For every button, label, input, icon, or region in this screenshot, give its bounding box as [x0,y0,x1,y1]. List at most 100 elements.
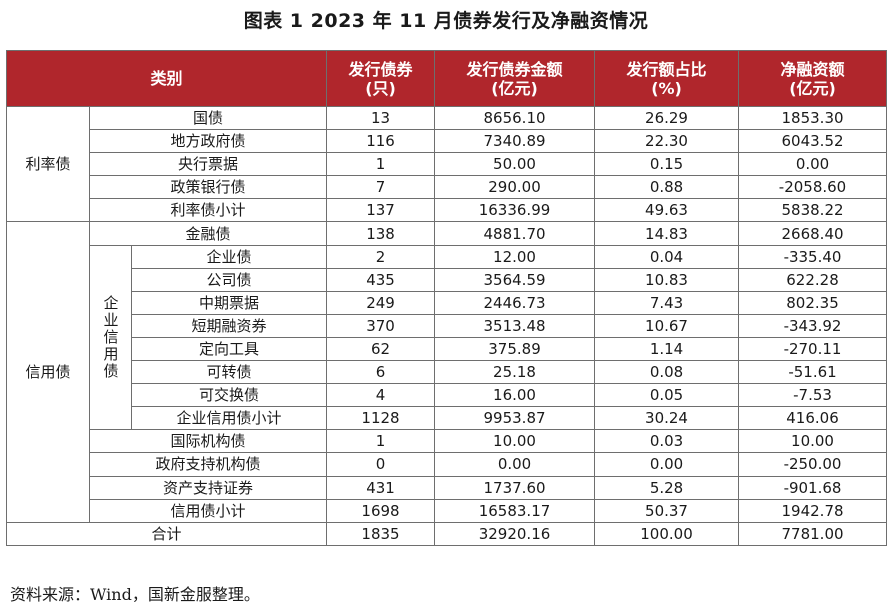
cell-share: 14.83 [594,221,740,246]
cell-share: 0.05 [594,383,740,408]
cell-count: 1 [326,429,436,454]
cell-net: 2668.40 [738,221,888,246]
cell-share: 0.15 [594,152,740,177]
header-share: 发行额占比 (%) [594,50,740,107]
table-row: 信用债 金融债 138 4881.70 14.83 2668.40 [6,221,888,523]
table-row: 政策银行债 7 290.00 0.88 -2058.60 [7,175,888,200]
table-row: 定向工具 62 375.89 1.14 -270.11 [7,336,888,362]
header-row: 类别 发行债券 (只) 发行债券金额 (亿元) 发行额占比 (%) 净融资额 (亿元) [5,50,888,107]
cell-share: 7.43 [594,290,740,315]
cell-net: 10.00 [738,429,888,454]
cell-amount: 32920.16 [434,521,596,546]
row-name: 国际机构债 [88,429,328,454]
cell-count: 116 [326,129,436,154]
table-title: 图表 1 2023 年 11 月债券发行及净融资情况 [243,10,649,32]
cell-share: 0.04 [594,244,740,269]
cell-count: 13 [326,105,436,131]
cell-share: 0.08 [594,360,740,385]
table-row: 地方政府债 116 7340.89 22.30 6043.52 [7,129,888,154]
cell-amount: 3564.59 [434,267,596,292]
table-row: 资产支持证券 431 1737.60 5.28 -901.68 [7,475,888,500]
cell-net: 416.06 [738,406,888,431]
table-row: 企业信用债 企业债 2 12.00 0.04 -335.40 [7,244,888,431]
row-name: 央行票据 [88,152,328,177]
cell-net: -7.53 [738,383,888,408]
source-note: 资料来源：Wind，国新金服整理。 [10,585,260,604]
cell-net: 5838.22 [738,198,888,223]
row-name: 资产支持证券 [88,475,328,500]
cell-share: 5.28 [594,475,740,500]
table-row: 央行票据 1 50.00 0.15 0.00 [7,152,888,177]
cell-count: 4 [326,383,436,408]
table-row: 可交换债 4 16.00 0.05 -7.53 [7,383,888,408]
header-amount: 发行债券金额 (亿元) [434,50,596,107]
row-name: 地方政府债 [88,129,328,154]
group-label-credit: 信用债 [6,221,90,523]
cell-net: 6043.52 [738,129,888,154]
cell-net: 1942.78 [738,498,888,523]
table-row: 短期融资券 370 3513.48 10.67 -343.92 [7,313,888,338]
cell-count: 62 [326,336,436,362]
cell-share: 49.63 [594,198,740,223]
cell-net: 802.35 [738,290,888,315]
group-label-rate: 利率债 [6,105,90,223]
row-name: 可交换债 [130,383,328,408]
cell-net: -2058.60 [738,175,888,200]
cell-amount: 16.00 [434,383,596,408]
cell-net: 1853.30 [738,105,888,131]
cell-amount: 12.00 [434,244,596,269]
cell-count: 431 [326,475,436,500]
cell-net: 622.28 [738,267,888,292]
table-row: 国际机构债 1 10.00 0.03 10.00 [7,429,888,454]
table-row: 政府支持机构债 0 0.00 0.00 -250.00 [7,452,888,477]
group-label-corporate: 企业信用债 [89,244,132,431]
header-count: 发行债券 (只) [326,50,436,107]
row-name: 政策银行债 [88,175,328,200]
cell-amount: 16583.17 [434,498,596,523]
cell-net: -901.68 [738,475,888,500]
cell-share: 50.37 [594,498,740,523]
cell-share: 10.83 [594,267,740,292]
cell-net: -250.00 [738,452,888,477]
cell-count: 138 [326,221,436,246]
cell-count: 6 [326,360,436,385]
cell-amount: 8656.10 [434,105,596,131]
cell-count: 1835 [326,521,436,546]
table-row: 企业信用债小计 1128 9953.87 30.24 416.06 [7,406,888,431]
cell-net: -343.92 [738,313,888,338]
table-row: 可转债 6 25.18 0.08 -51.61 [7,360,888,385]
cell-share: 10.67 [594,313,740,338]
cell-amount: 25.18 [434,360,596,385]
cell-amount: 10.00 [434,429,596,454]
table-row: 中期票据 249 2446.73 7.43 802.35 [7,290,888,315]
cell-amount: 9953.87 [434,406,596,431]
cell-count: 1 [326,152,436,177]
header-net: 净融资额 (亿元) [738,50,888,107]
table-row: 公司债 435 3564.59 10.83 622.28 [7,267,888,292]
cell-count: 137 [326,198,436,223]
cell-share: 26.29 [594,105,740,131]
row-name: 利率债小计 [88,198,328,223]
cell-amount: 50.00 [434,152,596,177]
row-name: 信用债小计 [88,498,328,523]
row-name: 公司债 [130,267,328,292]
cell-net: 0.00 [738,152,888,177]
cell-count: 2 [326,244,436,269]
row-name: 定向工具 [130,336,328,362]
cell-amount: 1737.60 [434,475,596,500]
cell-share: 30.24 [594,406,740,431]
cell-net: -51.61 [738,360,888,385]
bond-issuance-table: 类别 发行债券 (只) 发行债券金额 (亿元) 发行额占比 (%) 净融资额 (亿元) … [5,50,888,546]
cell-share: 100.00 [594,521,740,546]
cell-share: 1.14 [594,336,740,362]
cell-share: 22.30 [594,129,740,154]
cell-count: 249 [326,290,436,315]
row-name: 金融债 [88,221,328,246]
cell-net: -335.40 [738,244,888,269]
table-row: 利率债小计 137 16336.99 49.63 5838.22 [7,198,888,223]
row-name: 合计 [5,521,328,546]
row-name: 短期融资券 [130,313,328,338]
cell-net: 7781.00 [738,521,888,546]
cell-amount: 16336.99 [434,198,596,223]
cell-amount: 4881.70 [434,221,596,246]
